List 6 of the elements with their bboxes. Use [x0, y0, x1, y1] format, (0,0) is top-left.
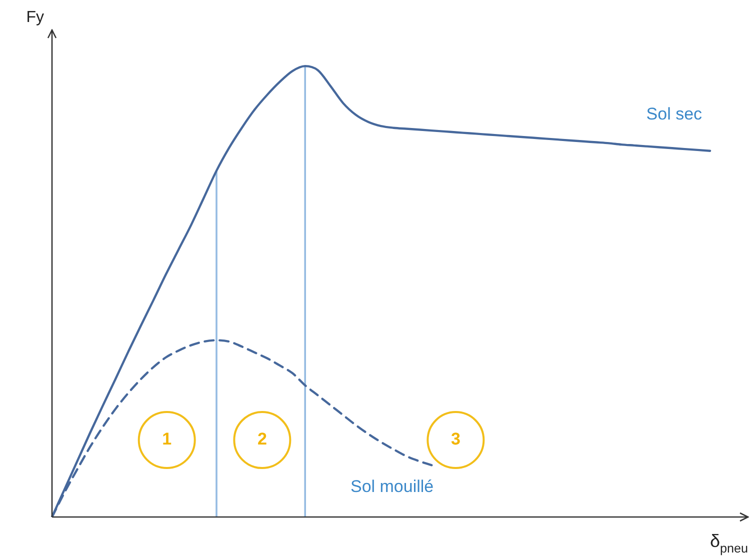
- annotation: 1: [162, 430, 172, 449]
- y-axis-title: Fy: [26, 9, 44, 26]
- annotation: 3: [450, 430, 460, 449]
- annotation: 2: [257, 430, 267, 449]
- series-label: Sol sec: [646, 104, 703, 124]
- series-label: Sol mouillé: [350, 476, 434, 496]
